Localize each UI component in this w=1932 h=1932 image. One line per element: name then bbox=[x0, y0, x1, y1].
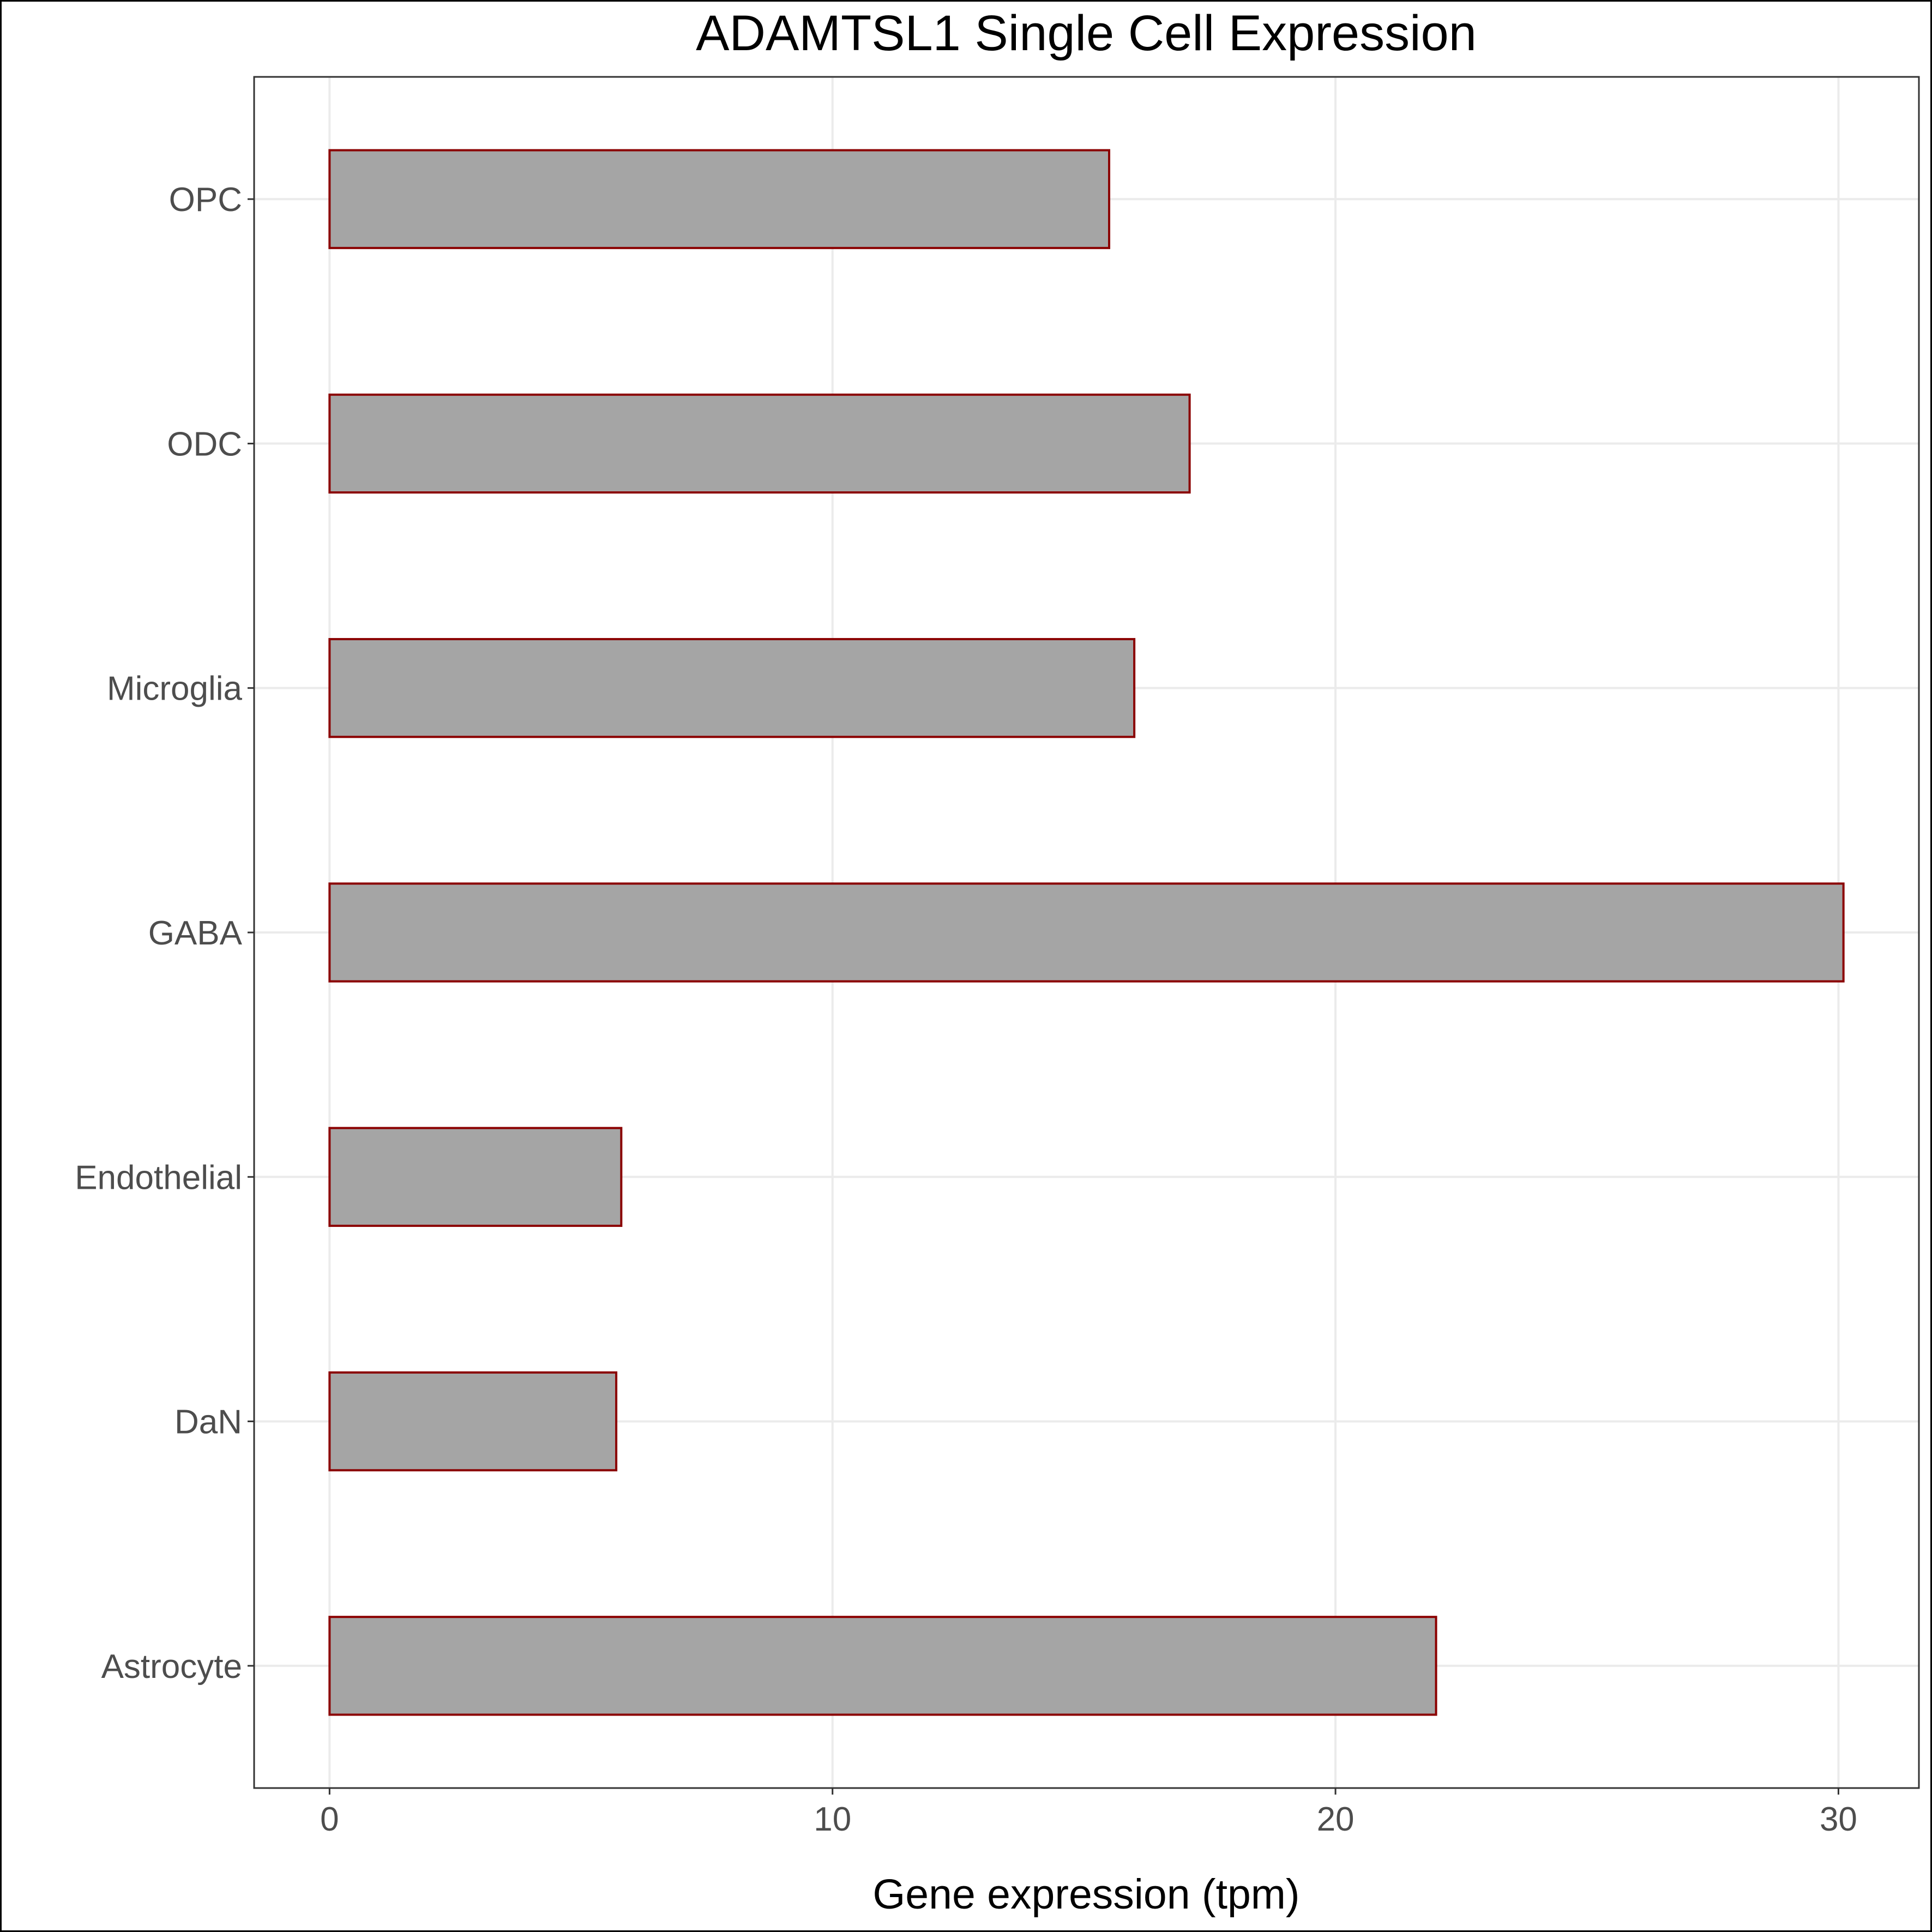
x-tick-label: 20 bbox=[1317, 1801, 1355, 1838]
tick-layer: 0 10 20 30 Astrocyte DaN Endothelial GABA Microg… bbox=[75, 181, 1857, 1838]
bar bbox=[328, 638, 1136, 738]
chart-title: ADAMTSL1 Single Cell Expression bbox=[696, 5, 1477, 61]
y-tick-label: ODC bbox=[167, 425, 242, 463]
bar bbox=[328, 393, 1191, 494]
bar bbox=[328, 1371, 618, 1472]
x-tick-label: 30 bbox=[1820, 1801, 1857, 1838]
y-tick-label: GABA bbox=[148, 914, 243, 952]
x-axis-label: Gene expression (tpm) bbox=[872, 1871, 1299, 1918]
y-tick-label: Astrocyte bbox=[101, 1648, 242, 1686]
y-tick-label: Microglia bbox=[107, 670, 243, 708]
x-tick-label: 0 bbox=[320, 1801, 339, 1838]
bar bbox=[328, 882, 1845, 983]
y-tick-label: DaN bbox=[174, 1404, 242, 1441]
x-tick-label: 10 bbox=[814, 1801, 851, 1838]
bar bbox=[328, 149, 1111, 249]
y-tick-label: Endothelial bbox=[75, 1159, 242, 1196]
y-tick-label: OPC bbox=[169, 181, 242, 219]
bar bbox=[328, 1127, 623, 1227]
bar-layer bbox=[328, 149, 1845, 1716]
bar bbox=[328, 1616, 1437, 1716]
